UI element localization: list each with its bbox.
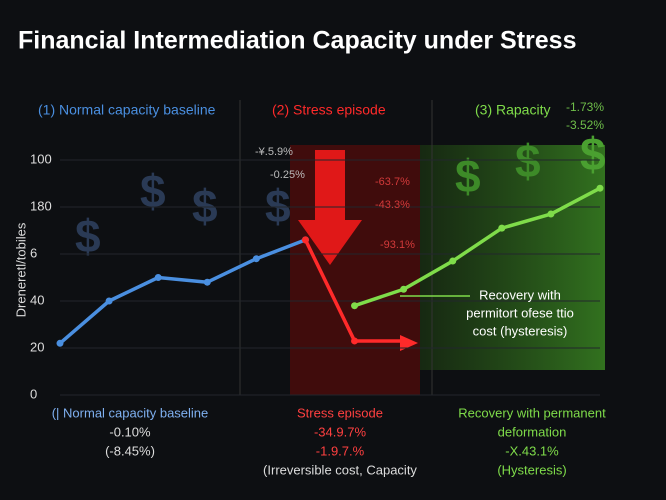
legend-entry: (3) Rapacity <box>475 102 550 118</box>
footer-text: -X.43.1% <box>505 443 559 458</box>
point <box>56 339 64 347</box>
dollar: $ <box>140 165 166 217</box>
legend-entry: (2) Stress episode <box>272 102 386 118</box>
point <box>105 297 113 305</box>
footer-text: Stress episode <box>297 405 383 420</box>
point <box>203 278 211 286</box>
recovery-note: Recovery with <box>479 287 561 302</box>
y-tick-label: 6 <box>30 245 37 260</box>
series-line <box>58 238 307 345</box>
y-tick-label: 20 <box>30 339 44 354</box>
footer-text: (| Normal capacity baseline <box>52 405 209 420</box>
dollar: $ <box>580 128 606 180</box>
annotation: -43.3% <box>375 199 410 211</box>
annotation: -0.25% <box>270 169 305 181</box>
footer-text: (Irreversible cost, Capacity <box>263 462 417 477</box>
point <box>351 337 359 345</box>
footer-text: -34.9.7% <box>314 424 366 439</box>
annotation: -1.73% <box>566 100 604 114</box>
annotation: -3.52% <box>566 118 604 132</box>
footer-text: -0.10% <box>109 424 151 439</box>
point <box>351 302 359 310</box>
series-line <box>353 186 601 308</box>
point <box>498 224 506 232</box>
dollar-icons: $ $ $ $ $ $ $ <box>75 128 606 262</box>
y-axis-label: Dreneretl/tobiles <box>13 222 28 317</box>
point <box>400 285 408 293</box>
y-tick-label: 0 <box>30 386 37 401</box>
y-tick-label: 180 <box>30 198 52 213</box>
footer-text: Recovery with permanent <box>458 405 606 420</box>
point <box>400 337 408 345</box>
point <box>449 257 457 265</box>
dollar: $ <box>75 210 101 262</box>
y-tick-label: 40 <box>30 292 44 307</box>
footer-text: -1.9.7.% <box>316 443 365 458</box>
point <box>301 236 309 244</box>
footer-text: (-8.45%) <box>105 443 155 458</box>
dollar: $ <box>455 150 481 202</box>
dollar: $ <box>192 180 218 232</box>
chart-title: Financial Intermediation Capacity under … <box>18 27 576 55</box>
point <box>547 210 555 218</box>
footer-text: deformation <box>498 424 567 439</box>
footer-text: (Hysteresis) <box>497 462 566 477</box>
dollar: $ <box>515 135 541 187</box>
annotation: -63.7% <box>375 176 410 188</box>
legend-entry: (1) Normal capacity baseline <box>38 102 216 118</box>
recovery-note: cost (hysteresis) <box>473 323 568 338</box>
point <box>252 255 260 263</box>
recovery-zone <box>420 145 605 370</box>
stress-zone <box>290 145 420 395</box>
annotation: -¥.5.9% <box>255 146 293 158</box>
recovery-note: permitort ofese ttio <box>466 305 574 320</box>
point <box>596 184 604 192</box>
dollar: $ <box>265 180 291 232</box>
annotation: -93.1% <box>380 239 415 251</box>
y-tick-label: 100 <box>30 151 52 166</box>
point <box>154 274 162 281</box>
